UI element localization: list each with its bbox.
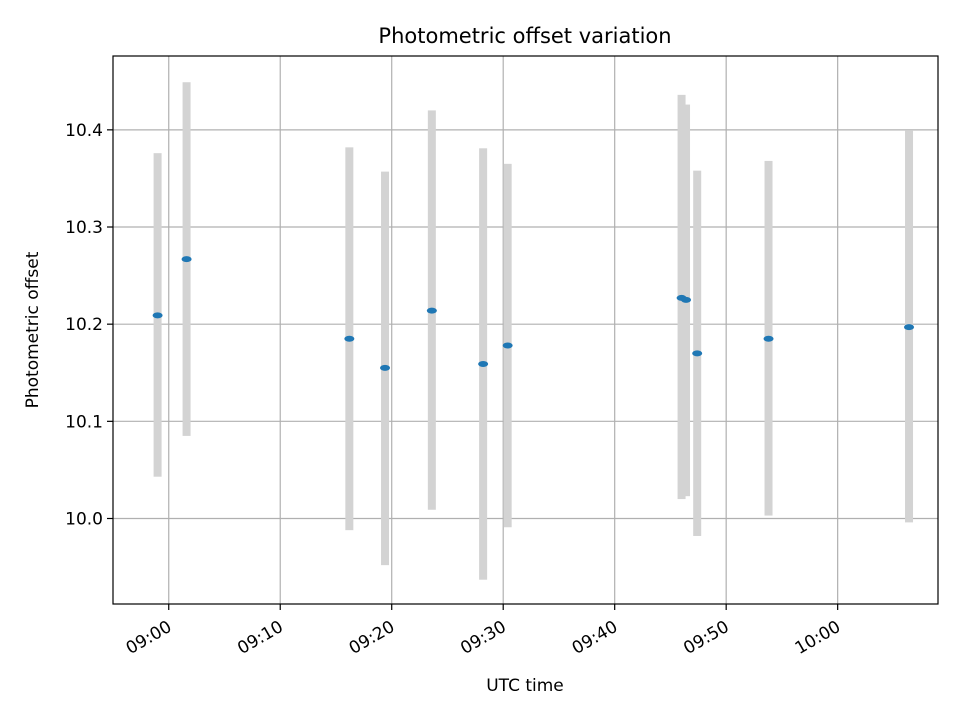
y-tick-label: 10.2: [65, 315, 103, 335]
y-axis-label: Photometric offset: [23, 251, 43, 408]
x-axis-label: UTC time: [486, 676, 564, 696]
y-tick-label: 10.3: [65, 218, 103, 238]
plot-frame: [112, 55, 939, 605]
y-tick-label: 10.1: [65, 412, 103, 432]
y-tick-label: 10.4: [65, 121, 103, 141]
data-points: [152, 256, 915, 371]
data-point: [426, 307, 437, 314]
data-point: [380, 364, 391, 371]
data-point: [152, 312, 163, 319]
y-tick-label: 10.0: [65, 509, 103, 529]
data-point: [692, 350, 703, 357]
data-point: [344, 335, 355, 342]
data-point: [681, 296, 692, 303]
data-point: [904, 324, 915, 331]
data-point: [181, 256, 192, 263]
chart-title: Photometric offset variation: [378, 24, 671, 48]
y-axis-ticks: 10.0 10.1 10.2 10.3 10.4: [65, 121, 113, 529]
data-point: [478, 361, 489, 368]
grid-lines: [113, 56, 938, 604]
data-point: [502, 342, 513, 349]
data-point: [763, 335, 774, 342]
